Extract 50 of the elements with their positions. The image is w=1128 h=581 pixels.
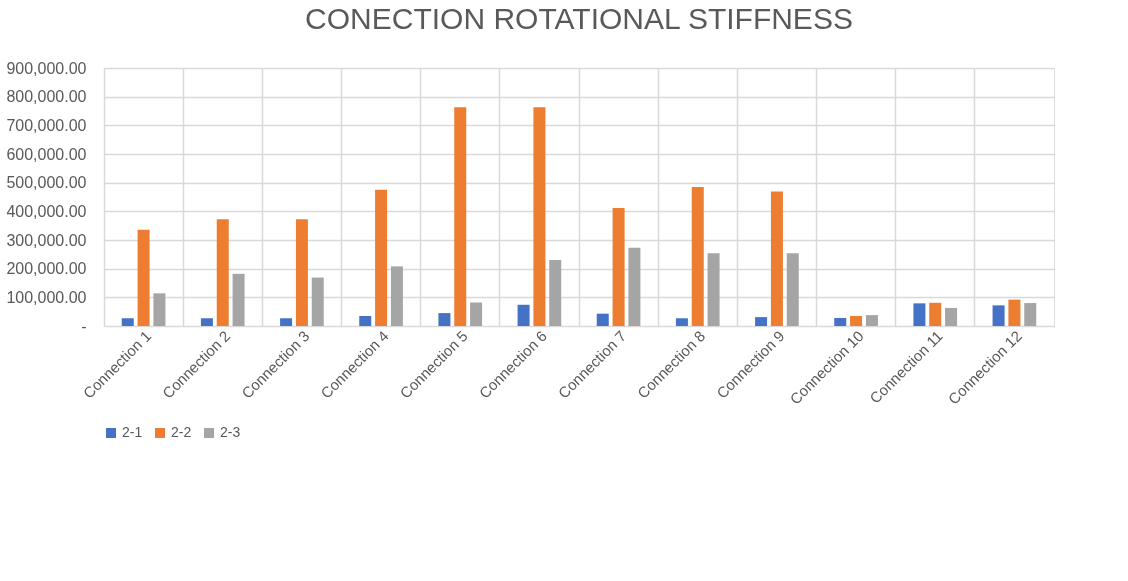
legend-label: 2-1 bbox=[122, 424, 143, 440]
bar bbox=[232, 273, 245, 326]
y-tick-label: 700,000.00 bbox=[6, 116, 87, 134]
bar bbox=[913, 303, 926, 326]
bar bbox=[865, 315, 878, 326]
y-tick-label: 300,000.00 bbox=[6, 231, 87, 249]
bar bbox=[121, 318, 134, 326]
bar bbox=[311, 277, 324, 326]
bar bbox=[992, 305, 1005, 326]
bar bbox=[454, 107, 467, 326]
y-tick-label: 900,000.00 bbox=[6, 59, 87, 77]
y-tick-label: 500,000.00 bbox=[6, 174, 87, 192]
chart-title: CONECTION ROTATIONAL STIFFNESS bbox=[305, 2, 853, 35]
bar bbox=[850, 315, 863, 326]
bar bbox=[200, 318, 213, 326]
bar bbox=[1024, 303, 1037, 326]
bar bbox=[390, 266, 403, 326]
bar bbox=[945, 307, 958, 326]
legend-label: 2-3 bbox=[220, 424, 241, 440]
y-tick-label: 800,000.00 bbox=[6, 88, 87, 106]
bar bbox=[359, 315, 372, 326]
y-tick-label: 600,000.00 bbox=[6, 145, 87, 163]
bar bbox=[517, 304, 530, 326]
y-tick-label: 400,000.00 bbox=[6, 202, 87, 220]
y-tick-label: - bbox=[81, 317, 87, 335]
bar bbox=[628, 247, 641, 326]
bar bbox=[834, 317, 847, 326]
bar bbox=[533, 107, 546, 326]
bar bbox=[295, 219, 308, 326]
y-tick-label: 200,000.00 bbox=[6, 260, 87, 278]
bar bbox=[137, 229, 150, 326]
bar bbox=[786, 253, 799, 326]
bar bbox=[153, 293, 166, 326]
bar bbox=[929, 302, 942, 326]
bar bbox=[470, 302, 483, 326]
bar bbox=[770, 191, 783, 326]
bar bbox=[596, 313, 609, 326]
bar bbox=[1008, 299, 1021, 326]
bar bbox=[707, 253, 720, 326]
bar bbox=[375, 189, 388, 326]
y-tick-label: 100,000.00 bbox=[6, 288, 87, 306]
bar bbox=[675, 318, 688, 326]
bar bbox=[612, 207, 625, 326]
bar bbox=[691, 186, 704, 326]
bar bbox=[438, 313, 451, 326]
legend-label: 2-2 bbox=[171, 424, 192, 440]
bar bbox=[755, 317, 768, 326]
bar bbox=[549, 260, 562, 326]
bar bbox=[280, 318, 293, 326]
bar bbox=[216, 219, 229, 326]
